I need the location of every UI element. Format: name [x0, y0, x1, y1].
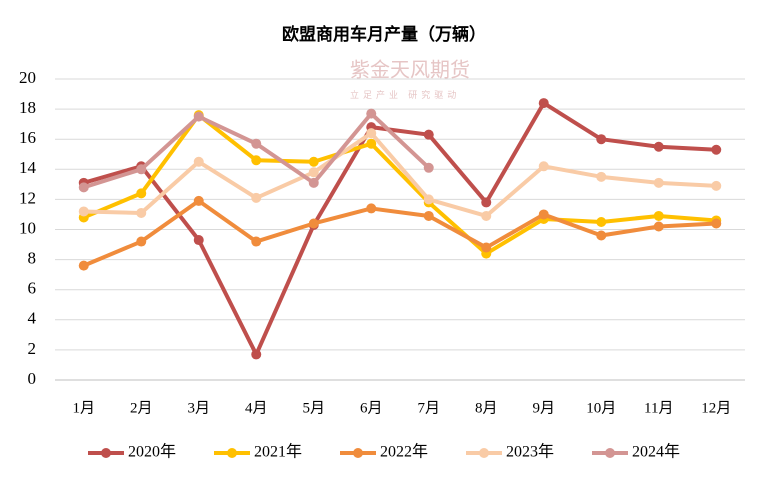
data-point: [481, 210, 492, 221]
x-tick-label: 2月: [130, 400, 153, 416]
data-point: [366, 138, 377, 149]
data-point: [193, 235, 204, 246]
y-tick-label: 12: [19, 188, 36, 207]
data-point: [136, 236, 147, 247]
data-point: [538, 209, 549, 220]
x-tick-label: 4月: [245, 400, 268, 416]
data-point: [251, 236, 262, 247]
data-point: [251, 155, 262, 166]
legend-label: 2020年: [128, 443, 176, 461]
y-tick-label: 2: [28, 339, 37, 358]
data-point: [596, 171, 607, 182]
data-point: [538, 161, 549, 172]
data-point: [711, 144, 722, 155]
data-point: [136, 188, 147, 199]
data-point: [596, 134, 607, 145]
y-tick-label: 0: [28, 369, 37, 388]
y-tick-label: 10: [19, 218, 36, 237]
data-point: [136, 164, 147, 175]
legend-label: 2024年: [632, 443, 680, 461]
data-point: [78, 260, 89, 271]
x-tick-label: 5月: [302, 400, 325, 416]
y-tick-label: 4: [28, 309, 37, 328]
legend-label: 2021年: [254, 443, 302, 461]
data-point: [538, 98, 549, 109]
series-line: [83, 101, 717, 357]
data-point: [251, 192, 262, 203]
x-tick-label: 11月: [644, 400, 673, 416]
data-point: [596, 216, 607, 227]
data-point: [308, 177, 319, 188]
data-point: [423, 194, 434, 205]
data-point: [653, 141, 664, 152]
data-point: [711, 180, 722, 191]
data-point: [423, 129, 434, 140]
x-tick-label: 8月: [475, 400, 498, 416]
y-tick-label: 8: [28, 249, 37, 268]
x-tick-label: 3月: [187, 400, 210, 416]
y-tick-label: 18: [19, 98, 36, 117]
data-point: [653, 210, 664, 221]
data-point: [251, 349, 262, 360]
data-point: [653, 177, 664, 188]
x-tick-label: 12月: [701, 400, 731, 416]
data-point: [596, 230, 607, 241]
legend-marker: [479, 448, 489, 458]
chart-title: 欧盟商用车月产量（万辆）: [282, 24, 486, 44]
y-tick-label: 14: [19, 158, 37, 177]
data-point: [308, 167, 319, 178]
x-tick-label: 6月: [360, 400, 383, 416]
y-tick-label: 20: [19, 68, 36, 87]
data-point: [308, 218, 319, 229]
data-point: [308, 156, 319, 167]
legend-label: 2022年: [380, 443, 428, 461]
data-point: [193, 156, 204, 167]
data-point: [366, 108, 377, 119]
x-tick-label: 7月: [417, 400, 440, 416]
x-tick-label: 10月: [586, 400, 616, 416]
data-point: [711, 218, 722, 229]
legend-marker: [605, 448, 615, 458]
legend-marker: [101, 448, 111, 458]
data-point: [136, 207, 147, 218]
data-point: [481, 197, 492, 208]
watermark: 紫金天风期货: [350, 59, 470, 82]
data-point: [366, 203, 377, 214]
legend-marker: [227, 448, 237, 458]
series-line: [82, 113, 717, 256]
y-tick-label: 16: [19, 128, 36, 147]
data-point: [78, 182, 89, 193]
data-point: [481, 242, 492, 253]
data-point: [423, 210, 434, 221]
watermark-subtitle: 立足产业 研究驱动: [350, 89, 460, 100]
x-tick-label: 9月: [532, 400, 555, 416]
data-point: [193, 195, 204, 206]
data-point: [193, 111, 204, 122]
legend-label: 2023年: [506, 443, 554, 461]
series-line: [83, 131, 717, 218]
data-point: [423, 162, 434, 173]
y-tick-label: 6: [28, 279, 37, 298]
series-line: [82, 198, 717, 268]
legend-marker: [353, 448, 363, 458]
data-point: [366, 128, 377, 139]
x-tick-label: 1月: [72, 400, 95, 416]
data-point: [78, 206, 89, 217]
data-point: [653, 221, 664, 232]
data-point: [251, 138, 262, 149]
